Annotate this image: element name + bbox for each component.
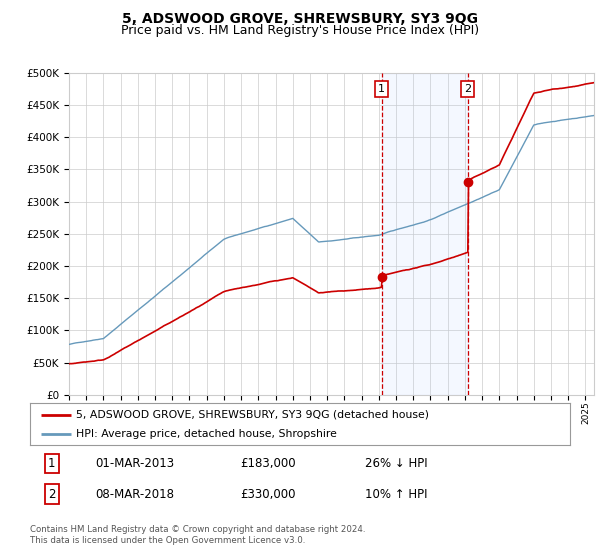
Text: HPI: Average price, detached house, Shropshire: HPI: Average price, detached house, Shro… (76, 429, 337, 439)
Text: 1: 1 (48, 457, 55, 470)
Text: 5, ADSWOOD GROVE, SHREWSBURY, SY3 9QG (detached house): 5, ADSWOOD GROVE, SHREWSBURY, SY3 9QG (d… (76, 409, 429, 419)
Bar (382, 73, 468, 395)
Text: £330,000: £330,000 (241, 488, 296, 501)
Text: 1: 1 (378, 84, 385, 94)
Text: £183,000: £183,000 (241, 457, 296, 470)
Text: 2: 2 (48, 488, 55, 501)
Text: 26% ↓ HPI: 26% ↓ HPI (365, 457, 427, 470)
Text: 08-MAR-2018: 08-MAR-2018 (95, 488, 174, 501)
Text: 2: 2 (464, 84, 472, 94)
Text: 01-MAR-2013: 01-MAR-2013 (95, 457, 174, 470)
Text: Contains HM Land Registry data © Crown copyright and database right 2024.
This d: Contains HM Land Registry data © Crown c… (30, 525, 365, 545)
Text: 10% ↑ HPI: 10% ↑ HPI (365, 488, 427, 501)
Text: 5, ADSWOOD GROVE, SHREWSBURY, SY3 9QG: 5, ADSWOOD GROVE, SHREWSBURY, SY3 9QG (122, 12, 478, 26)
Text: Price paid vs. HM Land Registry's House Price Index (HPI): Price paid vs. HM Land Registry's House … (121, 24, 479, 36)
